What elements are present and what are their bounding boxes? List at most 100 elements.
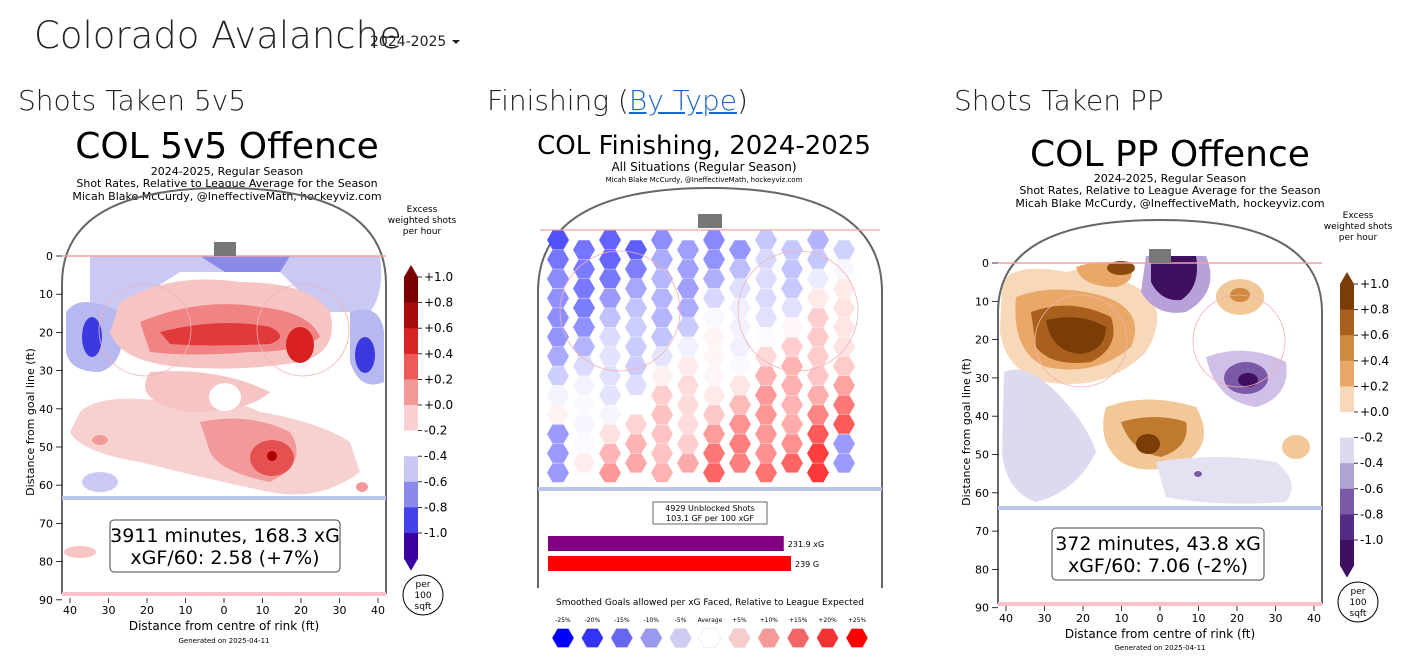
- colorbar-tick-label: -0.4: [1360, 456, 1383, 470]
- colorbar-tick-label: -1.0: [424, 526, 447, 540]
- finishing-hex: [833, 279, 855, 298]
- colorbar-segment: [404, 456, 418, 483]
- colorbar-segment: [404, 277, 418, 304]
- colorbar-segment: [1340, 488, 1354, 515]
- chart3-summary-1: 372 minutes, 43.8 xG: [1055, 533, 1261, 555]
- chart1-faceoff-left: [98, 283, 192, 377]
- finishing-hex: [833, 395, 855, 415]
- finishing-hex: [729, 376, 751, 395]
- finishing-hex: [651, 366, 673, 386]
- colorbar-top-arrow: [404, 265, 418, 277]
- legend-label: +20%: [818, 617, 837, 624]
- xtick-label: 30: [333, 604, 347, 617]
- finishing-hex: [599, 385, 621, 405]
- colorbar-tick-label: -1.0: [1360, 533, 1383, 547]
- colorbar-tick-label: +0.6: [1360, 328, 1389, 342]
- finishing-hex: [599, 308, 621, 328]
- chart1-cbar-title-2: weighted shots: [388, 216, 457, 226]
- legend-label: -25%: [555, 617, 571, 624]
- finishing-hex: [703, 346, 725, 366]
- finishing-hex: [625, 453, 647, 473]
- finishing-hex: [625, 376, 647, 395]
- legend-label: Average: [698, 617, 723, 624]
- by-type-link[interactable]: By Type: [628, 84, 737, 117]
- legend-hex: [845, 628, 869, 648]
- ytick-label: 80: [975, 563, 989, 576]
- ytick-label: 40: [975, 410, 989, 423]
- section-title-pp: Shots Taken PP: [954, 84, 1164, 117]
- chart3-subtitle-1: 2024-2025, Regular Season: [1094, 172, 1247, 185]
- finishing-hex: [703, 443, 725, 463]
- finishing-hex: [781, 279, 803, 298]
- xtick-label: 30: [1038, 612, 1052, 625]
- finishing-hex: [547, 443, 569, 463]
- legend-label: -5%: [675, 617, 687, 624]
- chart3-cbar-title-2: weighted shots: [1324, 222, 1393, 232]
- chart3-summary-2: xGF/60: 7.06 (-2%): [1068, 555, 1248, 577]
- colorbar-tick-label: +0.8: [1360, 303, 1389, 317]
- xtick-label: 10: [256, 604, 270, 617]
- finishing-bar-label: 231.9 xG: [788, 540, 824, 549]
- finishing-hex: [547, 288, 569, 308]
- chart1-area-badge: [402, 574, 444, 616]
- finishing-hex: [599, 249, 621, 269]
- chart2-shots-1: 4929 Unblocked Shots: [665, 504, 755, 513]
- chart2-subtitle-2: Micah Blake McCurdy, @IneffectiveMath, h…: [606, 176, 803, 184]
- finishing-hex: [781, 356, 803, 376]
- finishing-hex: [755, 424, 777, 444]
- chart3-cbar-title-3: per hour: [1339, 233, 1378, 243]
- finishing-hex: [833, 337, 855, 357]
- finishing-hex: [547, 269, 569, 289]
- chart1-xlabel: Distance from centre of rink (ft): [129, 619, 319, 633]
- ytick-label: 90: [39, 594, 53, 607]
- finishing-hex: [781, 434, 803, 454]
- ytick-label: 60: [39, 479, 53, 492]
- colorbar-segment: [404, 481, 418, 508]
- finishing-hex: [781, 337, 803, 357]
- season-select[interactable]: 2024-2025: [370, 34, 461, 50]
- finishing-hex: [651, 385, 673, 405]
- finishing-hex: [651, 269, 673, 289]
- colorbar-bottom-arrow: [404, 558, 418, 571]
- finishing-hex: [729, 395, 751, 415]
- finishing-hex: [599, 424, 621, 444]
- chart2-title: COL Finishing, 2024-2025: [537, 131, 871, 161]
- finishing-hex: [833, 376, 855, 395]
- finishing-bar: [548, 536, 784, 551]
- finishing-hex: [651, 443, 673, 463]
- finishing-hex: [677, 279, 699, 298]
- finishing-hex: [573, 376, 595, 395]
- finishing-hex: [755, 288, 777, 308]
- xtick-label: 0: [221, 604, 228, 617]
- legend-hex: [581, 628, 604, 648]
- chart2-legend-title: Smoothed Goals allowed per xG Faced, Rel…: [556, 598, 864, 608]
- legend-hex: [610, 628, 634, 648]
- xtick-label: 40: [371, 604, 385, 617]
- finishing-hex: [573, 434, 595, 454]
- finishing-hex: [573, 240, 595, 260]
- colorbar-tick-label: -0.6: [424, 475, 447, 489]
- xtick-label: 10: [179, 604, 193, 617]
- legend-label: +5%: [732, 617, 747, 624]
- colorbar-segment: [404, 430, 418, 457]
- finishing-hex: [599, 463, 621, 483]
- xtick-label: 0: [1157, 612, 1164, 625]
- chart1-summary-box: [109, 519, 341, 573]
- chart2-faceoff-right: [737, 250, 859, 372]
- finishing-hex: [781, 395, 803, 415]
- section-title-5v5: Shots Taken 5v5: [18, 84, 247, 117]
- colorbar-tick-label: +0.0: [1360, 405, 1389, 419]
- finishing-hex: [573, 337, 595, 357]
- finishing-hex: [755, 327, 777, 347]
- finishing-hex: [833, 317, 855, 337]
- chart1-subtitle-3: Micah Blake McCurdy, @IneffectiveMath, h…: [72, 190, 381, 203]
- finishing-hex: [625, 240, 647, 260]
- legend-label: -20%: [585, 617, 601, 624]
- finishing-hex: [781, 453, 803, 473]
- chart3-title: COL PP Offence: [1030, 134, 1310, 175]
- chart3-rink-outline: [997, 218, 1323, 604]
- finishing-hex: [677, 298, 699, 318]
- finishing-hex: [807, 230, 829, 250]
- chart2-faceoff-left: [559, 250, 681, 372]
- chart3-net: [1149, 249, 1171, 263]
